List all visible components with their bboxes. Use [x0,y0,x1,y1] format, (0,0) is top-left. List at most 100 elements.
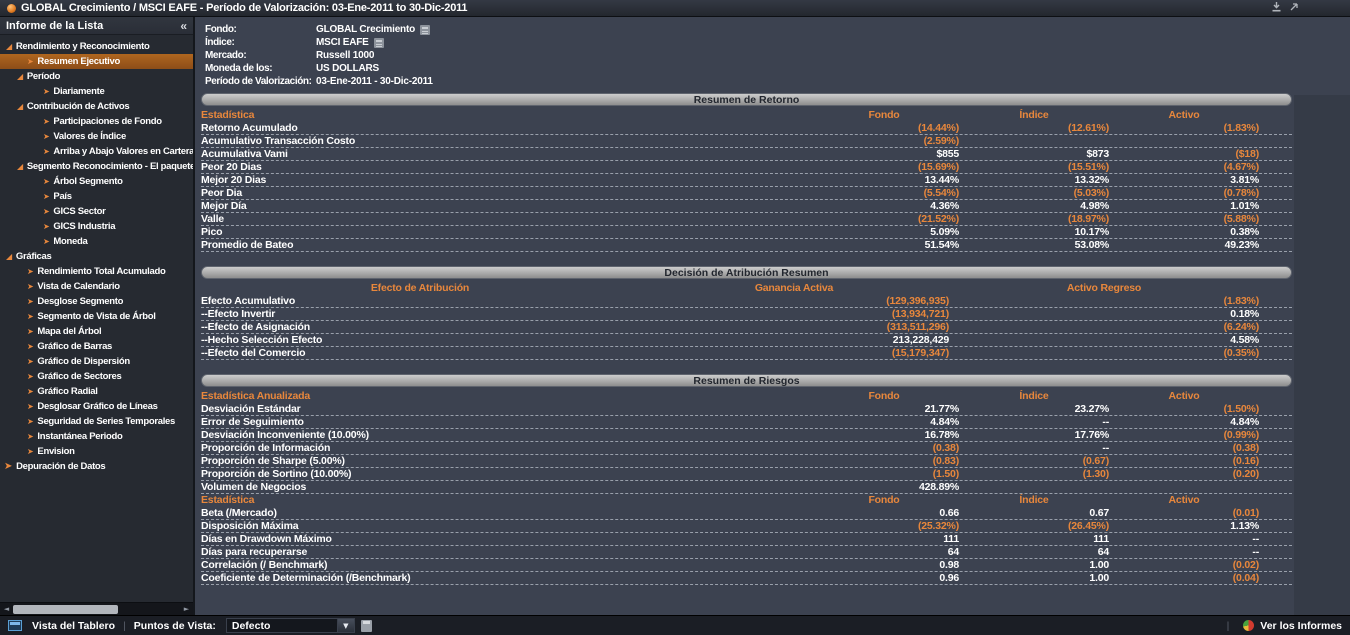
column-header-label: Estadística [201,494,255,506]
popout-icon[interactable] [1289,0,1299,17]
sidebar-item[interactable]: ➤ Mapa del Árbol [0,324,193,339]
sidebar-item[interactable]: ◢ Gráficas [0,249,193,264]
row-label: --Efecto Invertir [201,308,276,320]
row-label: Correlación (/ Benchmark) [201,559,328,571]
table-header-row: Estadística Fondo Índice Activo [201,109,1292,122]
row-value: (0.02) [1232,559,1259,571]
sidebar-item[interactable]: ➤ Gráfico de Barras [0,339,193,354]
row-value: (2.59%) [923,135,960,147]
column-header: Índice [1019,109,1049,121]
row-value: -- [1252,546,1259,558]
sidebar-item[interactable]: ➤ Depuración de Datos [0,459,193,474]
sidebar-item[interactable]: ➤ GICS Industria [0,219,193,234]
row-value: 13.32% [1074,174,1110,186]
column-header: Fondo [868,390,900,402]
sidebar-item[interactable]: ➤ Diariamente [0,84,193,99]
arrow-icon: ➤ [27,432,34,441]
row-value: 51.54% [924,239,960,251]
sidebar-item[interactable]: ➤ Moneda [0,234,193,249]
sidebar-item-label: Árbol Segmento [53,176,123,187]
row-value [959,135,1109,147]
sidebar-item[interactable]: ➤ GICS Sector [0,204,193,219]
table-row: Pico 5.09% 10.17% 0.38% [201,226,1292,239]
report-list-sidebar: Informe de la Lista « ◢ Rendimiento y Rec… [0,17,195,615]
table-row: Disposición Máxima (25.32%) (26.45%) 1.13% [201,520,1292,533]
dashboard-view-label[interactable]: Vista del Tablero [32,619,116,632]
table-row: Valle (21.52%) (18.97%) (5.88%) [201,213,1292,226]
sidebar-item[interactable]: ➤ Instantánea Periodo [0,429,193,444]
sidebar-item[interactable]: ◢ Contribución de Activos [0,99,193,114]
sidebar-item[interactable]: ➤ Envision [0,444,193,459]
sidebar-item[interactable]: ◢ Período [0,69,193,84]
section-header-pill[interactable]: Resumen de Retorno [201,93,1292,106]
table-row: --Efecto Invertir (13,934,721) 0.18% [201,308,1292,321]
row-label: Proporción de Sortino (10.00%) [201,468,352,480]
row-label: Desviación Estándar [201,403,301,415]
expanded-triangle-icon[interactable]: ◢ [17,72,23,81]
row-value: (26.45%) [1067,520,1109,532]
row-value: 4.84% [930,416,959,428]
expanded-triangle-icon[interactable]: ◢ [6,42,12,51]
row-value: 23.27% [1074,403,1110,415]
expanded-triangle-icon[interactable]: ◢ [17,102,23,111]
download-icon[interactable] [1271,0,1282,17]
sidebar-item[interactable]: ➤ País [0,189,193,204]
scroll-right-icon[interactable]: ► [183,604,190,613]
sidebar-item[interactable]: ➤ Gráfico de Dispersión [0,354,193,369]
column-header: Ganancia Activa [754,282,834,294]
arrow-icon: ➤ [27,267,34,276]
sidebar-item[interactable]: ➤ Rendimiento Total Acumulado [0,264,193,279]
viewpoints-dropdown-value[interactable]: Defecto [225,618,338,633]
dashboard-icon[interactable] [8,620,22,631]
sidebar-item[interactable]: ◢ Segmento Reconocimiento - El paquete [0,159,193,174]
info-value: US DOLLARS [316,63,380,74]
sidebar-item[interactable]: ➤ Gráfico Radial [0,384,193,399]
row-value: $873 [1086,148,1109,160]
sidebar-horizontal-scrollbar[interactable]: ◄ ► [0,602,193,615]
expanded-triangle-icon[interactable]: ◢ [6,252,12,261]
printer-icon[interactable] [360,619,372,632]
app-logo-icon [7,3,16,13]
sidebar-item[interactable]: ➤ Arriba y Abajo Valores en Cartera [0,144,193,159]
reports-pie-icon[interactable] [1243,620,1255,631]
row-value: 5.09% [930,226,959,238]
arrow-icon: ➤ [27,327,34,336]
arrow-icon: ➤ [43,222,50,231]
sidebar-item[interactable]: ➤ Resumen Ejecutivo [0,54,193,69]
row-label: Días para recuperarse [201,546,308,558]
row-value: (1.83%) [1223,122,1260,134]
collapse-sidebar-icon[interactable]: « [180,18,187,33]
scroll-left-icon[interactable]: ◄ [3,604,10,613]
view-reports-label[interactable]: Ver los Informes [1260,619,1342,632]
sidebar-item[interactable]: ➤ Árbol Segmento [0,174,193,189]
sidebar-item-label: Período [26,71,61,82]
sidebar-item[interactable]: ➤ Gráfico de Sectores [0,369,193,384]
sidebar-item[interactable]: ➤ Segmento de Vista de Árbol [0,309,193,324]
viewpoints-dropdown[interactable]: Defecto ▼ [225,618,355,633]
chevron-down-icon[interactable]: ▼ [337,618,355,633]
sidebar-item[interactable]: ➤ Vista de Calendario [0,279,193,294]
sidebar-item[interactable]: ➤ Valores de Índice [0,129,193,144]
report-icon[interactable] [420,24,431,35]
section-header-pill[interactable]: Resumen de Riesgos [201,374,1292,387]
row-value: (15.69%) [917,161,959,173]
sidebar-item[interactable]: ◢ Rendimiento y Reconocimiento [0,39,193,54]
arrow-icon: ➤ [43,132,50,141]
report-icon[interactable] [373,37,384,48]
sidebar-item[interactable]: ➤ Desglose Segmento [0,294,193,309]
scrollbar-thumb[interactable] [13,604,118,614]
sidebar-item[interactable]: ➤ Desglosar Gráfico de Líneas [0,399,193,414]
report-content: Fondo: GLOBAL Crecimiento Índice: MSCI EAFE… [197,17,1350,615]
sidebar-item[interactable]: ➤ Participaciones de Fondo [0,114,193,129]
section-header-pill[interactable]: Decisión de Atribución Resumen [201,266,1292,279]
row-value: 64 [947,546,959,558]
row-value: 428.89% [918,481,959,493]
row-value: 49.23% [1224,239,1260,251]
row-label: Coeficiente de Determinación (/Benchmark… [201,572,411,584]
arrow-icon: ➤ [27,357,34,366]
row-value: (0.35%) [1223,347,1260,359]
expanded-triangle-icon[interactable]: ◢ [17,162,23,171]
row-value: (1.30) [1082,468,1109,480]
sidebar-item[interactable]: ➤ Seguridad de Series Temporales [0,414,193,429]
row-value: 3.81% [1230,174,1259,186]
